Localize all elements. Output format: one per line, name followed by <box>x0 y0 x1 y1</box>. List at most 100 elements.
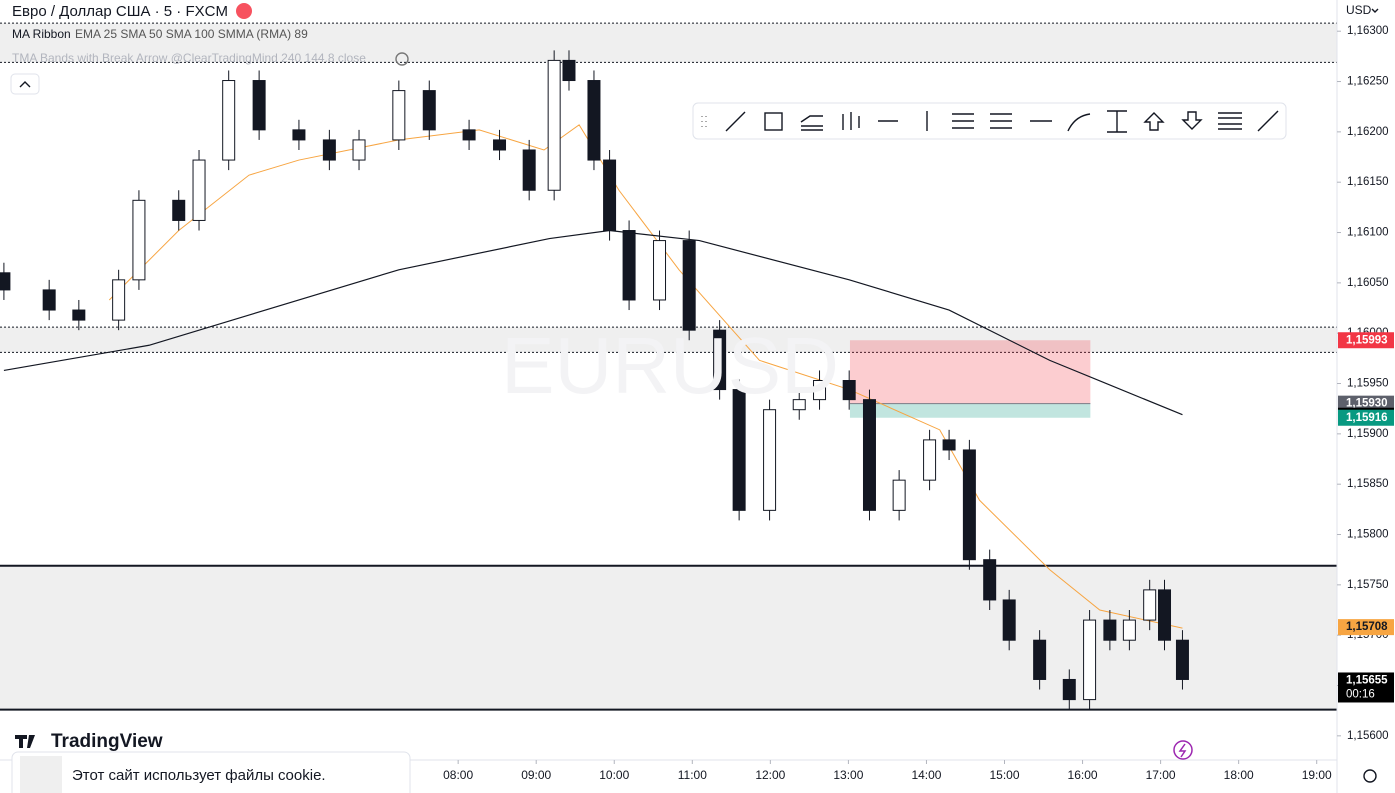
cookie-banner <box>11 751 411 793</box>
tool-curve[interactable] <box>1067 113 1091 132</box>
candle-body <box>792 399 806 411</box>
price-badge <box>1338 395 1394 412</box>
candle-body <box>292 129 306 141</box>
x-tick-label: 16:00 <box>1068 768 1098 782</box>
tool-extended[interactable] <box>1257 110 1279 132</box>
y-tick-label: 1,15750 <box>1347 579 1389 591</box>
tool-parallel[interactable] <box>952 113 974 129</box>
logo-text[interactable]: TradingView <box>51 731 163 752</box>
x-tick-label: 14:00 <box>911 768 941 782</box>
candle-body <box>842 380 856 401</box>
currency[interactable]: USD <box>1346 3 1372 17</box>
candle-body <box>422 90 436 131</box>
candle-body <box>0 272 11 291</box>
candle-body <box>1175 639 1189 680</box>
price-badge <box>1338 619 1394 636</box>
y-tick-label: 1,15900 <box>1347 428 1389 440</box>
candle-body <box>942 439 956 451</box>
candle-body <box>352 139 366 161</box>
candle-body <box>547 59 561 191</box>
candle-body <box>1033 639 1047 680</box>
y-tick-label: 1,16150 <box>1347 176 1389 188</box>
toolbar <box>692 102 1287 140</box>
candle-body <box>132 199 146 281</box>
y-tick-label: 1,16050 <box>1347 277 1389 289</box>
cookie-text: Этот сайт использует файлы cookie. <box>72 767 326 784</box>
visibility-icon[interactable] <box>395 52 409 66</box>
candle-body <box>222 80 236 161</box>
indicator-name[interactable]: MA Ribbon <box>12 27 71 41</box>
y-tick-label: 1,15800 <box>1347 529 1389 541</box>
price-badge <box>1338 672 1394 703</box>
candle-body <box>1103 619 1117 641</box>
candle-body <box>1122 619 1136 641</box>
alert-icon[interactable] <box>1173 740 1193 760</box>
tool-arrow-up[interactable] <box>1143 112 1165 131</box>
candle-body <box>522 149 536 191</box>
candle-body <box>622 230 636 301</box>
x-tick-label: 19:00 <box>1302 768 1332 782</box>
x-tick-label: 11:00 <box>678 768 707 782</box>
countdown: 00:16 <box>1346 689 1375 701</box>
candle-body <box>562 59 576 82</box>
x-tick-label: 18:00 <box>1224 768 1254 782</box>
x-tick-label: 12:00 <box>755 768 785 782</box>
collapse-button[interactable] <box>10 73 40 95</box>
tool-lines[interactable] <box>1218 112 1242 130</box>
cookie-icon <box>20 756 62 793</box>
lightning <box>1178 743 1187 758</box>
candle-body <box>1158 589 1172 641</box>
drag-handle[interactable] <box>701 116 707 127</box>
candle-body <box>192 159 206 221</box>
tool-trendline[interactable] <box>725 111 746 132</box>
dropdown-icon <box>1371 8 1379 13</box>
x-tick-label: 15:00 <box>989 768 1019 782</box>
candle-body <box>72 309 86 321</box>
candle-body <box>392 90 406 141</box>
candle-body <box>682 240 696 331</box>
settings-icon[interactable] <box>1363 769 1377 783</box>
candle-body <box>892 479 906 511</box>
candle-body <box>813 380 827 401</box>
candle-body <box>1143 589 1157 621</box>
y-tick-label: 1,15600 <box>1347 730 1389 742</box>
price-badge-label: 1,15916 <box>1346 412 1388 424</box>
tool-candles[interactable] <box>842 112 860 130</box>
y-tick-label: 1,16100 <box>1347 227 1389 239</box>
candle-body <box>653 240 667 301</box>
price-badge-label: 1,15993 <box>1346 334 1388 346</box>
candle-body <box>983 559 997 601</box>
symbol-title[interactable]: Евро / Доллар США · 5 · FXCM <box>12 3 228 20</box>
plot <box>0 22 1337 711</box>
candle-body <box>252 80 266 131</box>
tool-rectangle[interactable] <box>764 112 783 131</box>
price-badge-label: 1,15655 <box>1346 675 1388 687</box>
zone <box>0 565 1337 710</box>
y-tick-label: 1,15850 <box>1347 478 1389 490</box>
candle-body <box>42 289 56 311</box>
tool-fib[interactable] <box>800 115 823 131</box>
candle-body <box>493 139 507 151</box>
x-tick-label: 08:00 <box>443 768 473 782</box>
candle-body <box>1083 619 1097 701</box>
price-badge <box>1338 332 1394 349</box>
x-tick-label: 10:00 <box>599 768 629 782</box>
tool-arrow-down[interactable] <box>1181 111 1203 130</box>
watermark: EURUSD <box>501 321 839 410</box>
tool-channel[interactable] <box>990 113 1012 129</box>
candle-body <box>462 129 476 141</box>
candle-body <box>1062 678 1076 701</box>
candle-body <box>322 139 336 161</box>
x-tick-label: 09:00 <box>521 768 551 782</box>
candle-body <box>1002 599 1016 641</box>
tool-range[interactable] <box>1107 110 1127 133</box>
target-area <box>849 403 1091 418</box>
candle-body <box>732 389 746 511</box>
indicator-name-hidden[interactable]: TMA Bands with Break Arrow @ClearTrading… <box>12 51 366 65</box>
price-badge <box>1338 409 1394 426</box>
candle-body <box>763 409 777 511</box>
status-icon <box>236 3 252 19</box>
stop-area <box>849 340 1091 404</box>
indicator-params[interactable]: EMA 25 SMA 50 SMA 100 SMMA (RMA) 89 <box>75 27 308 41</box>
y-tick-label: 1,15950 <box>1347 378 1389 390</box>
